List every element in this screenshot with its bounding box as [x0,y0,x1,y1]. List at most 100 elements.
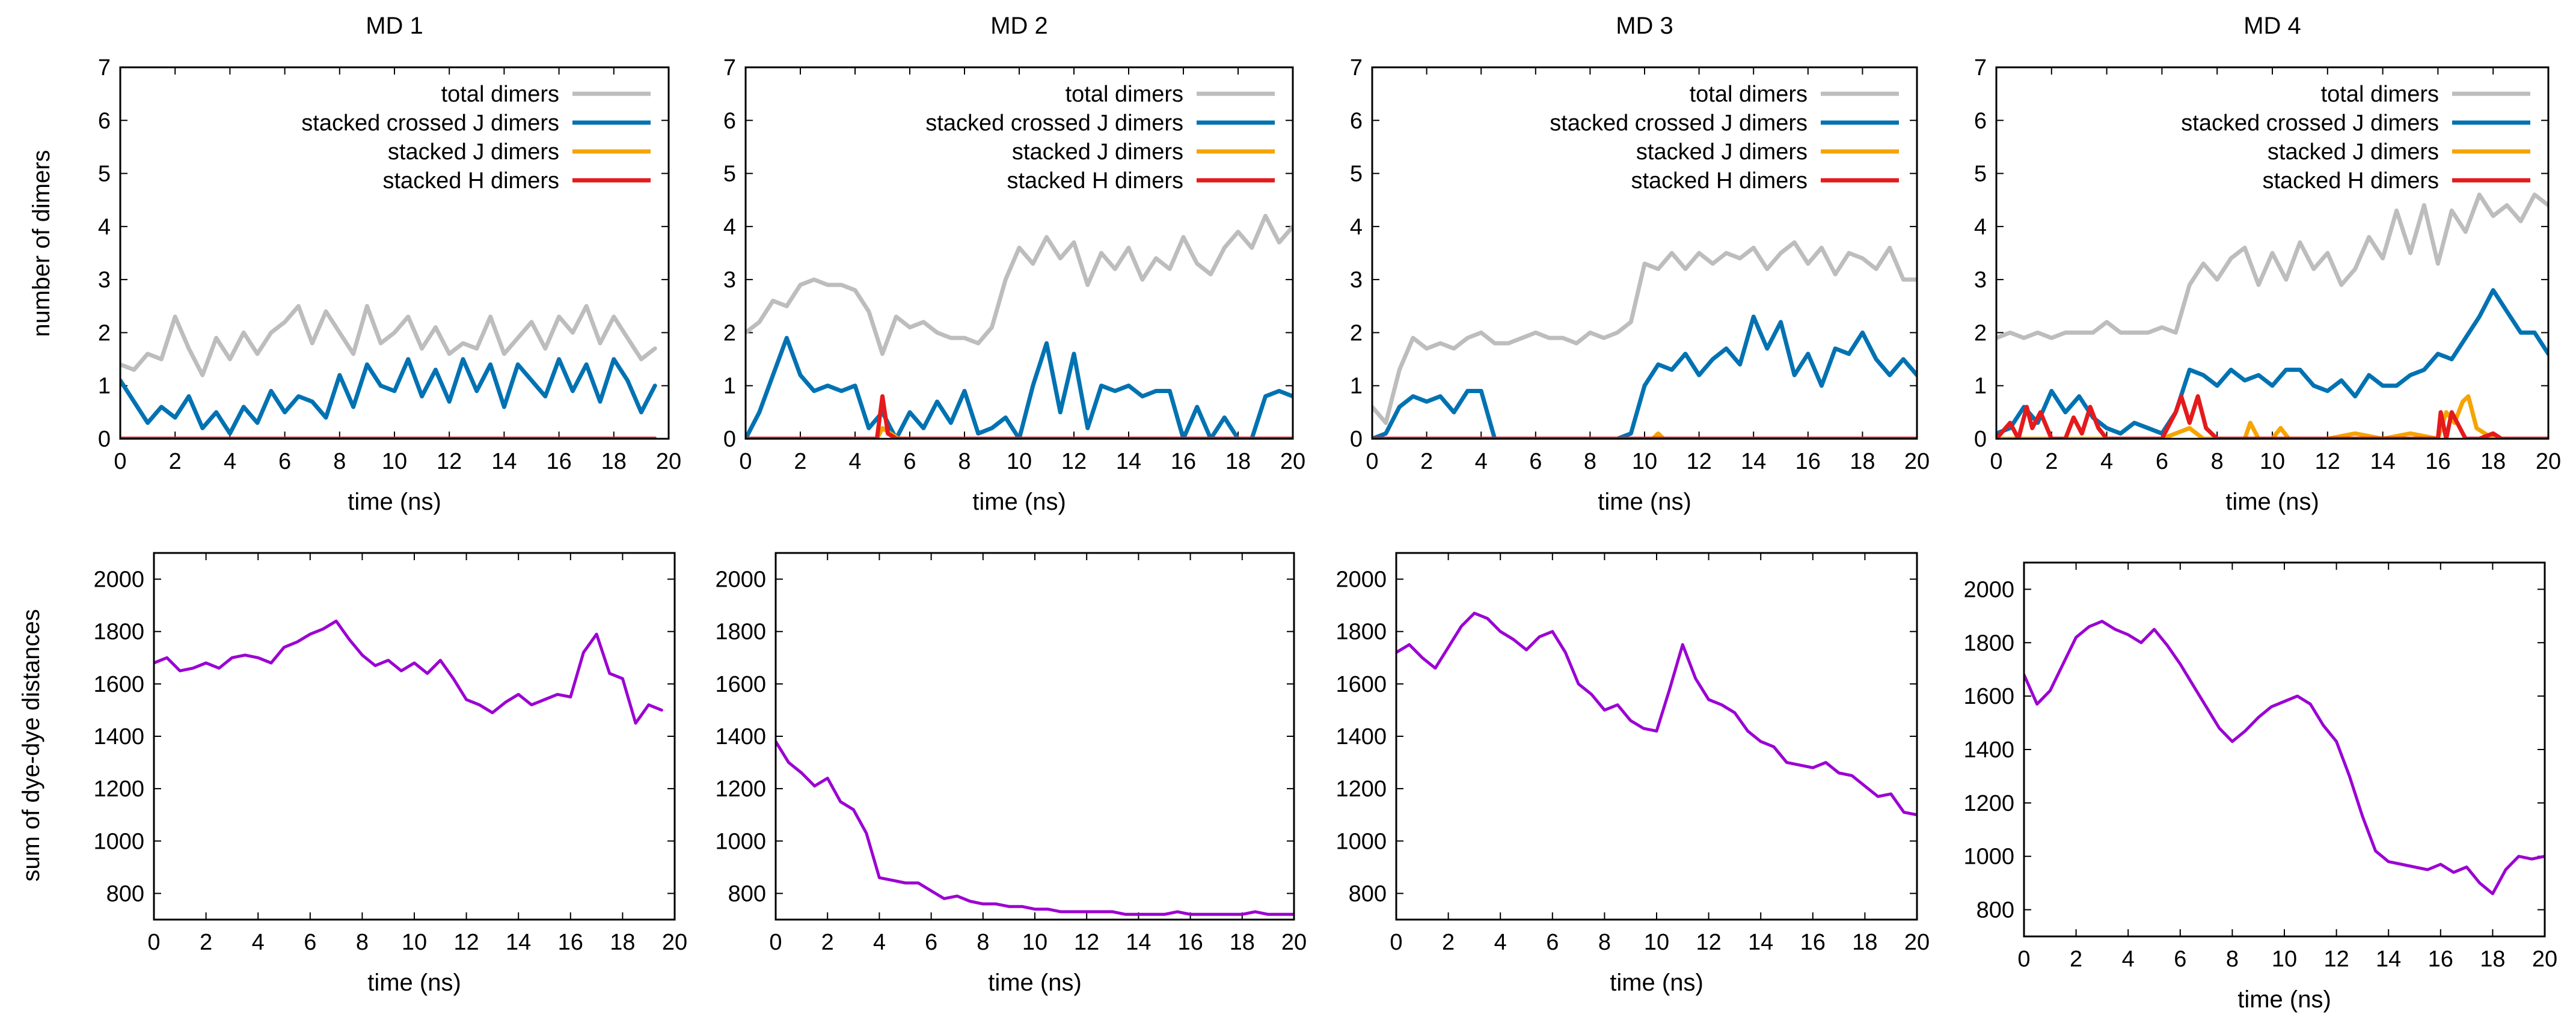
x-tick-label: 20 [1904,930,1930,955]
plot-frame [774,552,1295,921]
x-tick-label: 16 [2428,947,2453,972]
x-tick-label: 14 [491,449,517,474]
y-tick-label: 800 [728,881,766,906]
legend-label: stacked crossed J dimers [2181,111,2439,136]
y-tick-label: 7 [723,55,736,81]
x-tick-label: 16 [1177,930,1203,955]
y-tick-label: 1600 [1963,684,2014,709]
y-tick-label: 1600 [93,672,144,697]
x-tick-label: 4 [873,930,886,955]
y-tick-label: 7 [98,55,111,81]
y-tick-label: 4 [723,215,736,240]
x-axis-label: time (ns) [367,969,461,996]
series-line-0 [2024,620,2545,896]
x-axis-label: time (ns) [972,489,1066,515]
y-tick-label: 1000 [715,829,766,854]
x-tick-label: 6 [1546,930,1559,955]
legend-label: stacked J dimers [1636,139,1808,165]
x-tick-label: 8 [2226,947,2239,972]
legend-label: total dimers [1066,82,1183,107]
y-tick-label: 2000 [93,567,144,593]
chart-title: MD 3 [1616,13,1673,39]
y-tick-label: 4 [1974,215,1987,240]
plot-area [154,619,663,725]
y-tick-label: 1400 [1336,724,1387,750]
x-tick-label: 0 [2017,947,2030,972]
plot-frame [1995,66,2550,440]
y-tick-label: 1600 [715,672,766,697]
x-tick-label: 8 [977,930,989,955]
y-tick-label: 800 [1976,898,2014,923]
y-tick-label: 1 [723,374,736,399]
legend-label: stacked H dimers [1007,168,1183,194]
y-tick-label: 0 [1974,427,1987,452]
series-line-2 [1996,394,2548,439]
x-tick-label: 20 [1280,449,1305,474]
legend-label: stacked crossed J dimers [301,111,559,136]
x-tick-label: 10 [1644,930,1669,955]
x-tick-label: 6 [1529,449,1542,474]
y-tick-label: 2000 [1336,567,1387,593]
series-line-0 [120,304,657,377]
x-axis-label: time (ns) [2237,986,2331,1013]
series-line-0 [776,740,1294,916]
x-tick-label: 12 [2315,449,2340,474]
plot-frame [1395,552,1918,921]
y-tick-label: 2 [1350,320,1363,346]
y-tick-label: 2 [98,320,111,346]
y-tick-label: 2000 [1963,577,2014,602]
y-tick-label: 1200 [93,777,144,802]
legend-label: stacked crossed J dimers [925,111,1183,136]
legend-label: total dimers [2321,82,2439,107]
x-tick-label: 6 [278,449,291,474]
x-tick-label: 6 [304,930,316,955]
x-tick-label: 12 [1061,449,1087,474]
plot-frame [744,66,1294,440]
plot-area [1396,611,1917,817]
x-axis-label: time (ns) [2225,489,2319,515]
y-tick-label: 2 [723,320,736,346]
x-tick-label: 16 [546,449,571,474]
plot-frame [2023,561,2546,938]
chart-title: MD 2 [990,13,1048,39]
x-tick-label: 2 [2045,449,2058,474]
legend-label: stacked J dimers [388,139,559,165]
y-tick-label: 5 [723,162,736,187]
y-tick-label: 7 [1974,55,1987,81]
y-tick-label: 3 [98,267,111,293]
y-tick-label: 800 [1349,881,1387,906]
chart-md2-distances: 0 2 4 6 8 10 12 14 16 18 20 800 1000 1200 1400 1600 1800… [715,552,1307,996]
x-tick-label: 0 [769,930,782,955]
legend-label: stacked crossed J dimers [1550,111,1808,136]
y-tick-label: 1800 [93,620,144,645]
x-tick-label: 18 [1225,449,1251,474]
series-line-1 [1372,314,1917,439]
x-axis-label: time (ns) [348,489,441,515]
x-tick-label: 2 [2070,947,2082,972]
plot-area [1996,192,2548,439]
x-tick-label: 18 [1850,449,1875,474]
x-tick-label: 4 [224,449,236,474]
x-tick-label: 10 [402,930,427,955]
x-tick-label: 4 [848,449,861,474]
x-tick-label: 20 [1904,449,1930,474]
x-tick-label: 4 [1494,930,1507,955]
x-tick-label: 20 [656,449,681,474]
x-tick-label: 10 [2260,449,2285,474]
series-line-0 [1996,192,2548,340]
chart-title: MD 4 [2243,13,2301,39]
legend-label: stacked J dimers [2268,139,2439,165]
x-tick-label: 2 [794,449,806,474]
legend-label: stacked H dimers [2262,168,2439,194]
y-tick-label: 1400 [1963,737,2014,763]
x-tick-label: 4 [252,930,265,955]
x-tick-label: 4 [2122,947,2135,972]
series-line-3 [746,394,1293,439]
y-tick-label: 1400 [715,724,766,750]
x-tick-label: 8 [2211,449,2224,474]
x-tick-label: 8 [333,449,346,474]
